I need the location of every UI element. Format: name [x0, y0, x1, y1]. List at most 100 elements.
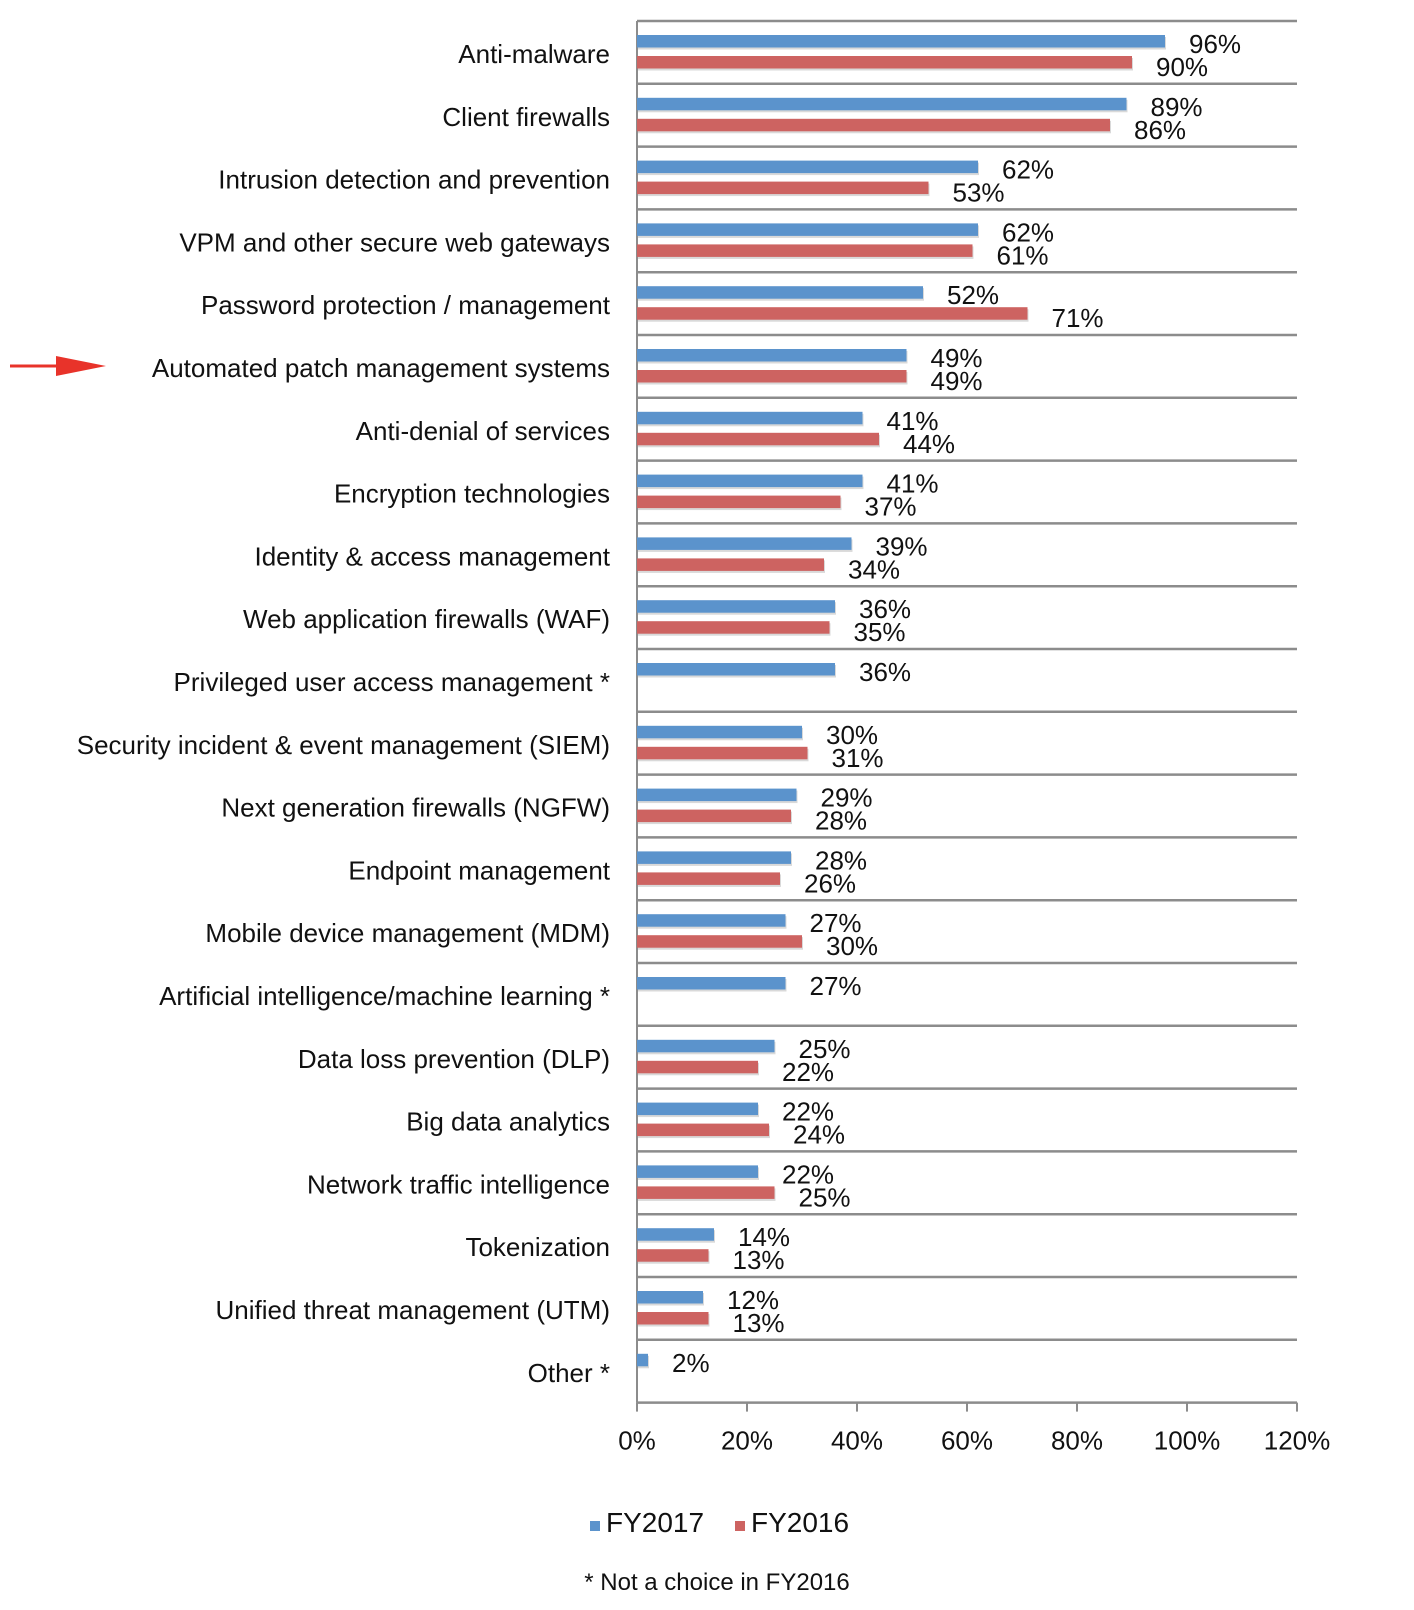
category-label: Mobile device management (MDM) [205, 918, 610, 948]
category-label: Anti-malware [458, 39, 610, 69]
bar-fy2016 [637, 181, 929, 195]
data-label-fy2017: 49% [931, 343, 983, 373]
x-tick-label: 80% [1051, 1426, 1103, 1456]
data-label-fy2017: 96% [1189, 29, 1241, 59]
bar-fy2016 [637, 558, 824, 571]
data-label-fy2017: 89% [1151, 92, 1203, 122]
plot-area: 0% 20% 40% 60% 80% 100% 120% Anti-malware 96%90%… [10, 19, 1330, 1456]
data-label-fy2016: 13% [733, 1245, 785, 1275]
data-label-fy2016: 35% [854, 617, 906, 647]
data-label-fy2016: 28% [815, 806, 867, 836]
data-label-fy2017: 41% [887, 406, 939, 436]
data-label-fy2017: 52% [947, 280, 999, 310]
bar-fy2016 [637, 1060, 758, 1074]
legend-label: FY2016 [751, 1507, 849, 1538]
bar-fy2017 [637, 1102, 758, 1116]
data-label-fy2016: 53% [953, 178, 1005, 208]
category-label: Unified threat management (UTM) [216, 1295, 610, 1325]
bar-fy2016 [637, 872, 780, 885]
bar-fy2017 [637, 1353, 648, 1367]
bar-fy2017 [637, 223, 978, 236]
data-label-fy2017: 27% [810, 971, 862, 1001]
data-label-fy2017: 62% [1002, 155, 1054, 185]
data-label-fy2016: 30% [826, 931, 878, 961]
bar-fy2017 [637, 788, 797, 802]
category-label: Big data analytics [406, 1107, 610, 1137]
category-label: Client firewalls [442, 102, 610, 132]
data-label-fy2016: 37% [865, 492, 917, 522]
data-label-fy2016: 24% [793, 1120, 845, 1150]
bar-fy2017 [637, 977, 786, 990]
data-label-fy2017: 36% [859, 594, 911, 624]
category-label: Artificial intelligence/machine learning… [159, 981, 610, 1011]
data-label-fy2017: 25% [799, 1034, 851, 1064]
category-label: Automated patch management systems [152, 353, 610, 383]
bar-fy2016 [637, 746, 808, 760]
data-label-fy2017: 29% [821, 783, 873, 813]
data-label-fy2016: 25% [799, 1182, 851, 1212]
data-label-fy2016: 49% [931, 366, 983, 396]
data-label-fy2017: 2% [672, 1348, 710, 1378]
bar-fy2017 [637, 663, 835, 676]
legend: FY2017 FY2016 [590, 1507, 849, 1538]
data-label-fy2016: 31% [832, 743, 884, 773]
category-label: Encryption technologies [334, 479, 610, 509]
bar-fy2016 [637, 809, 791, 823]
data-label-fy2017: 36% [859, 657, 911, 687]
bar-fy2017 [637, 97, 1127, 111]
bar-fy2017 [637, 725, 802, 739]
bar-fy2017 [637, 1165, 758, 1178]
footnote: * Not a choice in FY2016 [584, 1569, 850, 1596]
legend-swatch [735, 1521, 745, 1531]
highlight-arrow-head [56, 356, 106, 376]
bar-fy2017 [637, 914, 786, 927]
bar-fy2017 [637, 600, 835, 613]
category-label: Identity & access management [254, 541, 610, 571]
category-label: Password protection / management [201, 290, 611, 320]
data-label-fy2017: 62% [1002, 217, 1054, 247]
data-label-fy2016: 86% [1134, 115, 1186, 145]
category-label: Endpoint management [348, 855, 610, 885]
x-tick-label: 20% [721, 1426, 773, 1456]
bar-fy2017 [637, 349, 907, 362]
bar-fy2017 [637, 474, 863, 488]
category-label: Anti-denial of services [356, 416, 610, 446]
bar-fy2017 [637, 35, 1165, 48]
category-label: Next generation firewalls (NGFW) [221, 793, 610, 823]
x-tick-label: 60% [941, 1426, 993, 1456]
bar-fy2017 [637, 411, 863, 425]
bar-fy2017 [637, 1291, 703, 1304]
data-label-fy2017: 12% [727, 1285, 779, 1315]
category-label: Data loss prevention (DLP) [298, 1044, 610, 1074]
data-label-fy2017: 41% [887, 469, 939, 499]
bar-fy2017 [637, 851, 791, 864]
category-label: Tokenization [465, 1232, 610, 1262]
bar-fy2016 [637, 1249, 709, 1262]
data-label-fy2017: 27% [810, 908, 862, 938]
bar-fy2016 [637, 56, 1132, 69]
data-label-fy2016: 26% [804, 868, 856, 898]
bar-fy2016 [637, 1312, 709, 1325]
bar-fy2016 [637, 118, 1110, 132]
bar-fy2016 [637, 935, 802, 948]
bar-fy2017 [637, 1039, 775, 1053]
bar-fy2016 [637, 432, 879, 446]
bar-fy2016 [637, 1186, 775, 1199]
category-label: Other * [528, 1358, 610, 1388]
category-label: Intrusion detection and prevention [218, 165, 610, 195]
data-label-fy2016: 13% [733, 1308, 785, 1338]
legend-swatch [590, 1521, 600, 1531]
bar-fy2016 [637, 621, 830, 634]
category-label: Security incident & event management (SI… [77, 730, 610, 760]
bar-fy2017 [637, 537, 852, 550]
data-label-fy2016: 61% [997, 240, 1049, 270]
data-label-fy2017: 28% [815, 845, 867, 875]
legend-label: FY2017 [606, 1507, 704, 1538]
bar-fy2017 [637, 1228, 714, 1241]
data-label-fy2016: 22% [782, 1057, 834, 1087]
data-label-fy2016: 34% [848, 554, 900, 584]
bar-fy2016 [637, 307, 1028, 320]
bar-fy2016 [637, 370, 907, 383]
data-label-fy2017: 30% [826, 720, 878, 750]
